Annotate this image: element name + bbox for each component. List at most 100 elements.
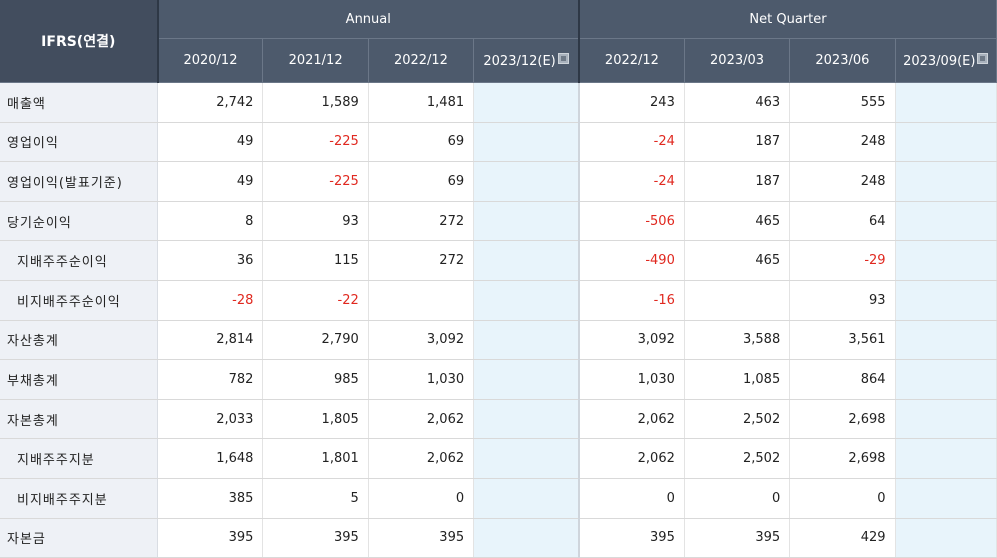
annual-group-header: Annual	[157, 0, 581, 39]
value-cell: 0	[368, 478, 475, 519]
row-label[interactable]: 부채총계	[0, 359, 159, 400]
value-cell	[368, 280, 475, 321]
estimate-info-icon[interactable]	[977, 52, 989, 64]
value-cell: 2,790	[262, 320, 369, 361]
row-label[interactable]: 영업이익	[0, 122, 159, 163]
value-cell: 1,085	[684, 359, 791, 400]
table-row: 부채총계 782 985 1,030 1,030 1,085 864	[0, 359, 997, 400]
row-label[interactable]: 자본금	[0, 518, 159, 558]
value-cell: 187	[684, 161, 791, 202]
value-cell: 49	[157, 161, 264, 202]
accounting-standard-header: IFRS(연결)	[0, 0, 159, 83]
value-cell: -225	[262, 122, 369, 163]
value-cell: -225	[262, 161, 369, 202]
value-cell: 1,589	[262, 82, 369, 123]
value-cell	[473, 438, 581, 479]
value-cell: 2,062	[579, 438, 685, 479]
value-cell	[473, 518, 581, 558]
table-row: 비지배주주순이익 -28 -22 -16 93	[0, 280, 997, 321]
value-cell: 0	[684, 478, 791, 519]
net-quarter-group-header: Net Quarter	[579, 0, 997, 39]
row-label[interactable]: 자본총계	[0, 399, 159, 440]
value-cell: 36	[157, 240, 264, 281]
value-cell: 1,805	[262, 399, 369, 440]
value-cell	[895, 280, 997, 321]
value-cell: 463	[684, 82, 791, 123]
value-cell: 2,033	[157, 399, 264, 440]
row-label[interactable]: 비지배주주순이익	[0, 280, 159, 321]
value-cell	[895, 161, 997, 202]
value-cell: 985	[262, 359, 369, 400]
value-cell	[473, 161, 581, 202]
period-header-estimate[interactable]: 2023/09(E)	[895, 38, 997, 83]
table-row: 당기순이익 8 93 272 -506 465 64	[0, 201, 997, 242]
period-header: 2023/06	[789, 38, 896, 83]
value-cell: -24	[579, 161, 685, 202]
row-label[interactable]: 지배주주지분	[0, 438, 159, 479]
value-cell: 2,502	[684, 399, 791, 440]
value-cell: 2,698	[789, 438, 896, 479]
value-cell: 2,742	[157, 82, 264, 123]
value-cell: 395	[579, 518, 685, 558]
value-cell: -22	[262, 280, 369, 321]
period-header-estimate[interactable]: 2023/12(E)	[473, 38, 581, 83]
value-cell: 248	[789, 122, 896, 163]
table-body: 매출액 2,742 1,589 1,481 243 463 555 영업이익 49 -225 69-…	[0, 82, 997, 558]
value-cell: 2,814	[157, 320, 264, 361]
value-cell	[895, 438, 997, 479]
table-row: 지배주주지분 1,648 1,801 2,062 2,062 2,502 2,698	[0, 438, 997, 479]
value-cell: 49	[157, 122, 264, 163]
row-label[interactable]: 자산총계	[0, 320, 159, 361]
table-row: 영업이익 49 -225 69 -24 187 248	[0, 122, 997, 163]
value-cell: 69	[368, 122, 475, 163]
estimate-info-icon[interactable]	[557, 52, 569, 64]
value-cell	[473, 82, 581, 123]
value-cell: 243	[579, 82, 685, 123]
period-header: 2020/12	[157, 38, 264, 83]
value-cell: 248	[789, 161, 896, 202]
value-cell: 115	[262, 240, 369, 281]
value-cell: 395	[684, 518, 791, 558]
value-cell	[473, 280, 581, 321]
value-cell	[473, 399, 581, 440]
value-cell	[895, 518, 997, 558]
value-cell	[473, 240, 581, 281]
value-cell	[895, 122, 997, 163]
value-cell	[895, 201, 997, 242]
value-cell: -29	[789, 240, 896, 281]
value-cell: 5	[262, 478, 369, 519]
value-cell: 272	[368, 240, 475, 281]
period-header: 2023/03	[684, 38, 791, 83]
value-cell: 1,648	[157, 438, 264, 479]
table-row: 자본총계 2,033 1,805 2,062 2,062 2,502 2,698	[0, 399, 997, 440]
row-label[interactable]: 당기순이익	[0, 201, 159, 242]
value-cell: 395	[262, 518, 369, 558]
value-cell: 3,092	[368, 320, 475, 361]
value-cell	[895, 478, 997, 519]
value-cell	[895, 320, 997, 361]
value-cell: 2,698	[789, 399, 896, 440]
row-label[interactable]: 매출액	[0, 82, 159, 123]
row-label[interactable]: 영업이익(발표기준)	[0, 161, 159, 202]
value-cell: 1,801	[262, 438, 369, 479]
period-header: 2022/12	[368, 38, 475, 83]
value-cell: -506	[579, 201, 685, 242]
row-label[interactable]: 지배주주순이익	[0, 240, 159, 281]
table-row: 비지배주주지분 385 5 0 0 0 0	[0, 478, 997, 519]
value-cell	[895, 82, 997, 123]
value-cell: 93	[789, 280, 896, 321]
value-cell: 64	[789, 201, 896, 242]
value-cell: 8	[157, 201, 264, 242]
value-cell: 69	[368, 161, 475, 202]
value-cell: 3,561	[789, 320, 896, 361]
row-label[interactable]: 비지배주주지분	[0, 478, 159, 519]
table-header: IFRS(연결) Annual Net Quarter 2020/12 2021…	[0, 0, 997, 83]
value-cell: 187	[684, 122, 791, 163]
value-cell: 2,502	[684, 438, 791, 479]
value-cell: 1,030	[368, 359, 475, 400]
value-cell	[473, 359, 581, 400]
value-cell: 93	[262, 201, 369, 242]
value-cell: 272	[368, 201, 475, 242]
value-cell: 864	[789, 359, 896, 400]
